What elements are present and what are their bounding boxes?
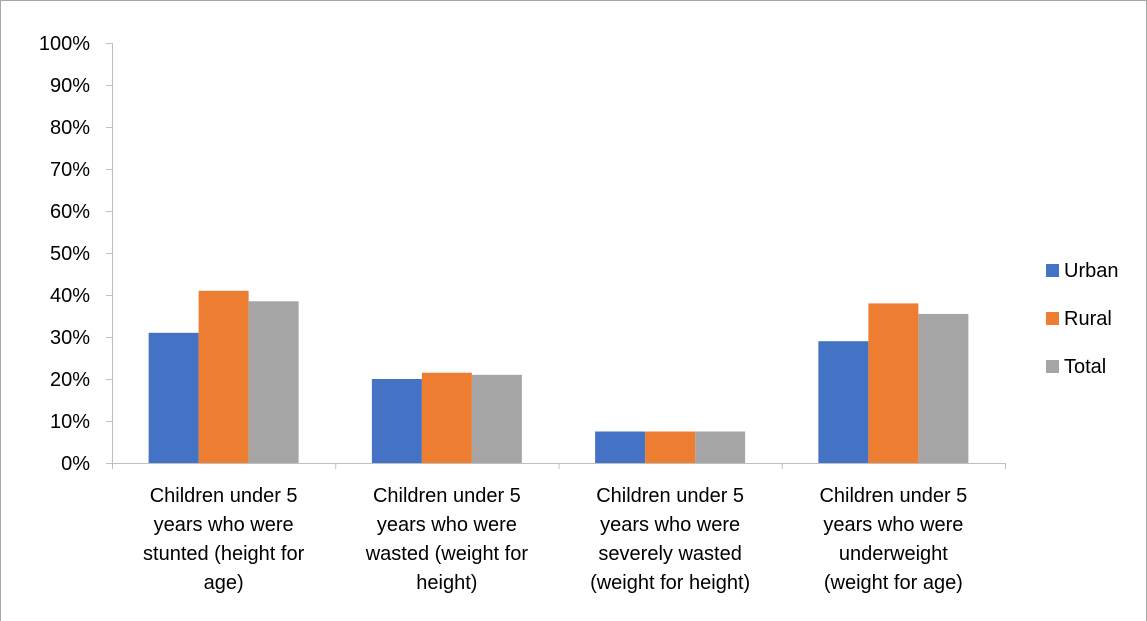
y-tick-label: 90%	[50, 75, 90, 97]
x-category-label-line: Children under 5	[150, 485, 298, 507]
bar-urban	[148, 332, 199, 463]
bar-total	[471, 374, 522, 463]
legend-label-total: Total	[1064, 356, 1106, 378]
x-category-label-line: years who were	[154, 514, 294, 536]
x-category-label: Children under 5 years who were wasted (we…	[365, 485, 529, 594]
bar-total	[695, 431, 746, 463]
x-category-label-line: age)	[204, 572, 244, 594]
legend-swatch-urban	[1046, 264, 1059, 277]
y-tick-label: 50%	[50, 243, 90, 265]
x-category-label-line: height)	[416, 572, 477, 594]
x-category-label-line: severely wasted	[598, 543, 741, 565]
bar-total	[918, 313, 969, 463]
legend: Urban Rural Total	[1046, 260, 1118, 378]
x-category-label-line: (weight for height)	[590, 572, 750, 594]
bar-rural	[198, 290, 249, 463]
y-tick-label: 80%	[50, 117, 90, 139]
bar-total	[248, 301, 299, 463]
bar-urban	[818, 341, 869, 463]
y-tick-label: 30%	[50, 327, 90, 349]
legend-swatch-total	[1046, 360, 1059, 373]
y-tick-label: 70%	[50, 159, 90, 181]
bar-urban	[595, 431, 646, 463]
plot-area: 0% 10% 20% 30% 40% 50% 60% 70% 80% 90% 100% Childre…	[39, 33, 1006, 594]
x-category-label: Children under 5 years who were stunted (h…	[143, 485, 305, 594]
x-category-label-line: Children under 5	[819, 485, 967, 507]
y-tick-label: 40%	[50, 285, 90, 307]
x-category-label-line: underweight	[839, 543, 948, 565]
x-category-label-line: (weight for age)	[824, 572, 963, 594]
legend-swatch-rural	[1046, 312, 1059, 325]
y-tick-label: 0%	[61, 453, 90, 475]
x-category-label-line: years who were	[823, 514, 963, 536]
x-category-label-line: Children under 5	[596, 485, 744, 507]
y-tick-label: 10%	[50, 411, 90, 433]
bar-rural	[421, 372, 472, 463]
bar-rural	[868, 303, 919, 463]
y-tick-label: 20%	[50, 369, 90, 391]
legend-label-urban: Urban	[1064, 260, 1118, 282]
x-category-label-line: stunted (height for	[143, 543, 305, 565]
legend-label-rural: Rural	[1064, 308, 1112, 330]
x-category-label-line: years who were	[600, 514, 740, 536]
x-category-label-line: Children under 5	[373, 485, 521, 507]
x-category-label: Children under 5 years who were underweigh…	[819, 485, 967, 594]
y-tick-label: 100%	[39, 33, 90, 55]
bar-rural	[645, 431, 696, 463]
x-category-label-line: years who were	[377, 514, 517, 536]
x-category-label-line: wasted (weight for	[365, 543, 529, 565]
bar-urban	[371, 379, 422, 463]
y-tick-label: 60%	[50, 201, 90, 223]
x-category-label: Children under 5 years who were severely w…	[590, 485, 750, 594]
